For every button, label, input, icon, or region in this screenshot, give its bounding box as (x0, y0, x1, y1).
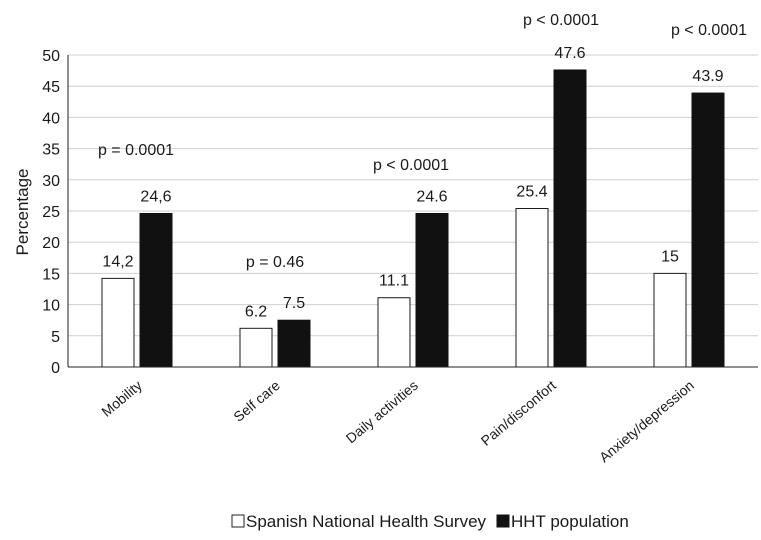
data-label: 25.4 (516, 184, 547, 201)
y-tick-label: 0 (51, 360, 60, 377)
bars (101, 69, 725, 368)
y-tick-label: 20 (42, 235, 60, 252)
p-value-annotation: p < 0.0001 (373, 157, 449, 174)
x-tick-label: Anxiety/depression (596, 377, 697, 465)
y-tick-label: 10 (42, 298, 60, 315)
bar-hht-population (415, 212, 449, 368)
bar-spanish-survey (239, 327, 273, 368)
data-label: 14,2 (102, 253, 133, 270)
x-tick-label: Mobility (98, 377, 145, 420)
data-label: 7.5 (283, 295, 305, 312)
p-value-annotation: p = 0.0001 (98, 142, 174, 159)
axes: 0 5 10 15 20 25 30 35 40 45 50 (42, 48, 758, 377)
bar-hht-population (277, 319, 311, 368)
y-tick-label: 45 (42, 79, 60, 96)
data-label: 11.1 (379, 273, 409, 290)
data-label: 24,6 (140, 188, 171, 205)
bar-spanish-survey (101, 277, 135, 368)
data-label: 47.6 (554, 45, 585, 62)
y-tick-label: 15 (42, 266, 60, 283)
y-tick-label: 50 (42, 48, 60, 65)
y-axis-title: Percentage (13, 169, 32, 256)
data-label: 6.2 (245, 303, 267, 320)
bar-hht-population (691, 92, 725, 368)
bar-hht-population (553, 69, 587, 368)
bar-hht-population (139, 212, 173, 368)
y-tick-label: 35 (42, 142, 60, 159)
data-label: 43.9 (692, 68, 723, 85)
bar-spanish-survey (377, 297, 411, 368)
x-tick-label: Daily activities (343, 377, 421, 446)
legend-swatch-hht-population (496, 514, 510, 528)
gridlines (68, 54, 758, 337)
y-tick-label: 30 (42, 173, 60, 190)
bar-spanish-survey (653, 272, 687, 368)
legend: Spanish National Health Survey HHT popula… (231, 512, 629, 531)
legend-label-hht-population: HHT population (511, 512, 629, 531)
y-tick-label: 40 (42, 110, 60, 127)
y-tick-label: 5 (51, 329, 60, 346)
x-tick-label: Pain/disconfort (478, 377, 559, 449)
data-label: 15 (661, 248, 679, 265)
x-tick-label: Self care (230, 377, 283, 425)
bar-spanish-survey (515, 208, 549, 368)
y-tick-label: 25 (42, 204, 60, 221)
data-label: 24.6 (416, 188, 447, 205)
p-value-annotation: p = 0.46 (246, 254, 304, 271)
legend-swatch-spanish-survey (231, 514, 245, 528)
legend-label-spanish-survey: Spanish National Health Survey (246, 512, 487, 531)
p-value-annotation: p < 0.0001 (523, 12, 599, 29)
p-value-annotation: p < 0.0001 (671, 22, 747, 39)
